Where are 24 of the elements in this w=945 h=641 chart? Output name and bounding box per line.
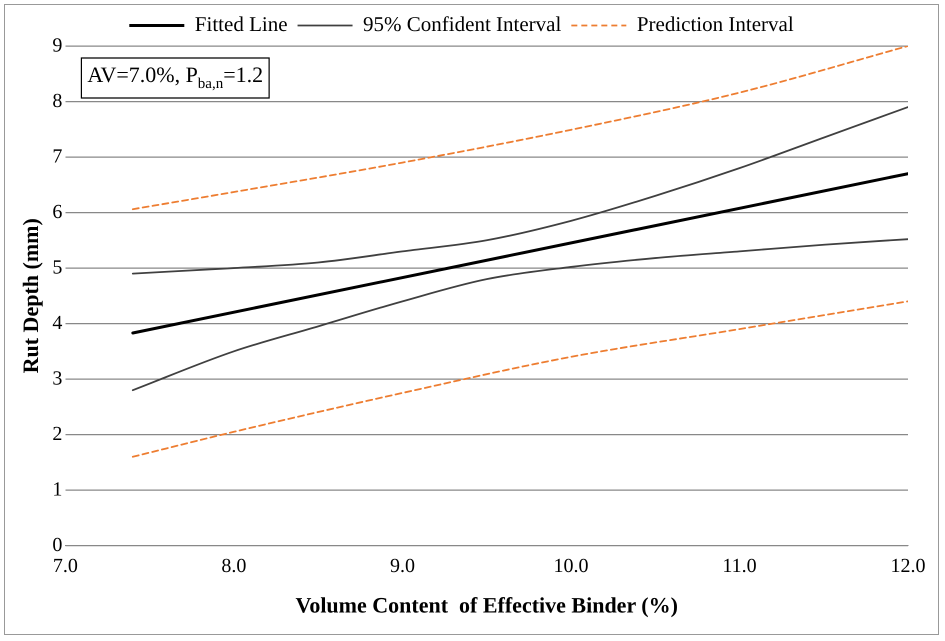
- y-tick-label: 1: [52, 478, 62, 500]
- x-axis-title: Volume Content of Effective Binder (%): [295, 592, 678, 618]
- x-tick-label: 7.0: [52, 554, 78, 577]
- y-tick-label: 4: [52, 312, 62, 334]
- y-tick-label: 3: [52, 367, 62, 390]
- x-tick-label: 11.0: [722, 554, 757, 577]
- y-tick-label: 8: [52, 90, 62, 112]
- y-tick-label: 5: [52, 256, 62, 278]
- y-tick-label: 9: [52, 34, 62, 56]
- y-tick-label: 0: [52, 534, 62, 556]
- x-tick-label: 8.0: [221, 554, 246, 577]
- line-series: [132, 300, 908, 458]
- line-series: [132, 238, 908, 392]
- y-tick-label: 2: [52, 422, 62, 445]
- x-tick-label: 9.0: [390, 554, 415, 577]
- line-series: [132, 106, 908, 274]
- y-tick-label: 7: [52, 145, 62, 168]
- legend-label: Fitted Line: [194, 12, 288, 36]
- y-axis-title: Rut Depth (mm): [18, 218, 43, 374]
- x-tick-label: 12.0: [890, 554, 926, 577]
- legend-label: 95% Confident Interval: [363, 12, 562, 36]
- y-tick-label: 6: [52, 200, 62, 223]
- legend-label: Prediction Interval: [636, 12, 794, 36]
- x-tick-label: 10.0: [553, 554, 588, 577]
